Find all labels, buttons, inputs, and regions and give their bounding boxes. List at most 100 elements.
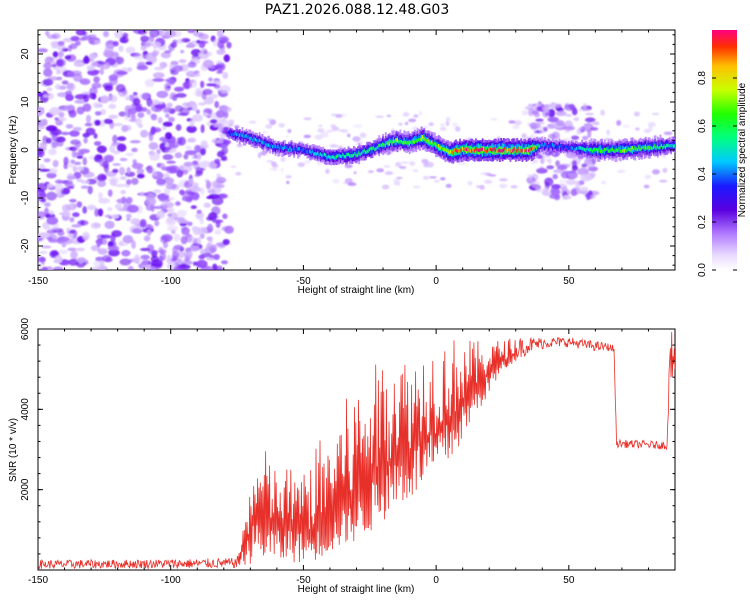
heatmap-ridge-cell — [287, 144, 290, 152]
heatmap-noise-blob — [583, 122, 594, 132]
heatmap-noise-blob — [136, 173, 145, 179]
heatmap-ridge-cell — [286, 146, 289, 151]
heatmap-ridge-cell — [439, 146, 442, 150]
heatmap-noise-blob — [76, 257, 87, 264]
y-tick-label: 10 — [20, 96, 31, 108]
heatmap-ridge-cell — [566, 145, 569, 152]
heatmap-noise-blob — [207, 223, 214, 233]
heatmap-noise-blob — [108, 103, 117, 110]
heatmap-noise-blob — [572, 180, 579, 186]
heatmap-noise-blob — [200, 124, 205, 134]
heatmap-ridge-cell — [445, 148, 448, 152]
heatmap-ridge-cell — [660, 143, 663, 148]
heatmap-noise-blob — [119, 36, 129, 44]
heatmap-noise-blob — [440, 177, 446, 181]
top-y-axis-label: Frequency (Hz) — [8, 116, 19, 185]
heatmap-noise-blob — [439, 126, 447, 131]
heatmap-ridge-cell — [529, 147, 532, 152]
heatmap-noise-blob — [498, 183, 508, 188]
x-tick-label: -150 — [28, 575, 48, 586]
heatmap-noise-blob — [64, 104, 76, 111]
heatmap-ridge-cell — [367, 149, 370, 153]
heatmap-noise-blob — [68, 110, 77, 118]
heatmap-ridge-cell — [521, 148, 524, 153]
heatmap-ridge-cell — [534, 144, 537, 149]
heatmap-ridge-cell — [536, 145, 538, 150]
heatmap-noise-blob — [87, 185, 93, 195]
heatmap-ridge-cell — [488, 148, 491, 152]
heatmap-noise-blob — [201, 91, 207, 100]
heatmap-noise-blob — [581, 163, 587, 168]
heatmap-ridge-cell — [526, 147, 529, 151]
heatmap-noise-blob — [69, 198, 77, 203]
heatmap-ridge-cell — [658, 146, 661, 150]
heatmap-ridge-cell — [619, 145, 622, 152]
heatmap-noise-blob — [162, 107, 169, 114]
heatmap-noise-blob — [191, 187, 202, 193]
heatmap-noise-blob — [189, 245, 200, 252]
colorbar-tick-label: 0.4 — [697, 167, 708, 181]
heatmap-noise-blob — [172, 251, 179, 259]
heatmap-ridge-cell — [644, 145, 647, 149]
heatmap-noise-blob — [413, 185, 421, 189]
heatmap-noise-blob — [210, 119, 218, 124]
heatmap-ridge-cell — [419, 138, 422, 142]
heatmap-noise-blob — [521, 110, 528, 116]
heatmap-noise-blob — [206, 195, 216, 200]
heatmap-noise-blob — [98, 192, 103, 200]
heatmap-ridge-cell — [603, 147, 606, 152]
heatmap-noise-blob — [127, 107, 137, 115]
heatmap-noise-blob — [499, 178, 508, 182]
heatmap-ridge-cell — [404, 140, 407, 144]
heatmap-noise-blob — [151, 41, 162, 48]
heatmap-ridge-cell — [268, 143, 270, 147]
heatmap-ridge-cell — [520, 149, 523, 153]
heatmap-noise-blob — [551, 125, 557, 128]
heatmap-noise-blob — [479, 184, 485, 190]
heatmap-noise-blob — [72, 126, 82, 132]
heatmap-ridge-cell — [619, 149, 622, 153]
heatmap-ridge-cell — [412, 139, 415, 144]
heatmap-ridge-cell — [398, 140, 400, 144]
heatmap-ridge-cell — [378, 144, 381, 148]
heatmap-noise-blob — [325, 168, 330, 174]
heatmap-ridge-cell — [298, 147, 301, 151]
heatmap-noise-blob — [97, 61, 106, 65]
heatmap-ridge-cell — [396, 138, 399, 142]
heatmap-noise-blob — [359, 132, 367, 138]
heatmap-noise-blob — [183, 153, 189, 160]
heatmap-noise-blob — [62, 211, 71, 217]
heatmap-noise-blob — [74, 94, 87, 100]
heatmap-ridge-cell — [327, 154, 330, 159]
heatmap-noise-blob — [129, 140, 141, 144]
heatmap-noise-blob — [87, 34, 97, 39]
heatmap-noise-blob — [44, 202, 51, 208]
heatmap-ridge-cell — [631, 147, 634, 154]
heatmap-ridge-cell — [278, 146, 281, 151]
heatmap-noise-blob — [174, 152, 183, 159]
x-tick-label: 0 — [433, 575, 439, 586]
heatmap-noise-blob — [56, 69, 61, 75]
heatmap-noise-blob — [341, 129, 348, 132]
heatmap-noise-blob — [584, 117, 596, 123]
heatmap-ridge-cell — [334, 156, 337, 160]
heatmap-ridge-cell — [345, 155, 347, 159]
heatmap-noise-blob — [111, 230, 122, 238]
heatmap-ridge-cell — [290, 148, 293, 152]
heatmap-ridge-cell — [459, 149, 461, 153]
heatmap-noise-blob — [46, 191, 57, 201]
heatmap-ridge-cell — [274, 144, 277, 149]
heatmap-noise-blob — [347, 133, 351, 138]
heatmap-ridge-cell — [261, 140, 264, 144]
heatmap-ridge-cell — [410, 140, 412, 144]
heatmap-noise-blob — [150, 259, 163, 268]
heatmap-noise-blob — [445, 120, 450, 127]
heatmap-ridge-cell — [432, 142, 435, 147]
heatmap-noise-blob — [181, 169, 189, 175]
heatmap-noise-blob — [90, 53, 97, 60]
heatmap-ridge-cell — [322, 153, 325, 157]
heatmap-noise-blob — [82, 31, 88, 37]
heatmap-noise-blob — [130, 218, 141, 225]
heatmap-ridge-cell — [289, 146, 292, 150]
heatmap-noise-blob — [199, 160, 211, 168]
